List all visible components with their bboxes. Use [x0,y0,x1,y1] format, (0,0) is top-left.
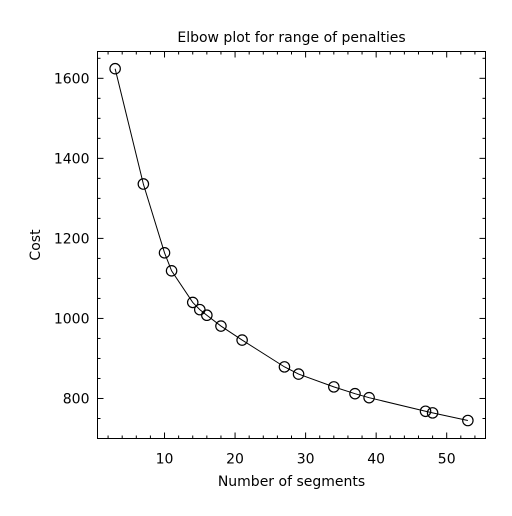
y-axis-label: Cost [28,229,44,261]
y-tick-label: 1400 [54,151,90,167]
plot-layer [109,62,474,427]
series-line [114,68,468,421]
data-point [165,265,178,277]
data-point [201,309,213,322]
data-point [426,407,439,419]
x-tick-label: 10 [156,452,174,468]
y-tick-label: 1000 [54,311,90,327]
data-point [137,178,150,190]
y-tick-label: 1600 [54,71,90,87]
data-point [109,62,121,75]
chart-title: Elbow plot for range of penalties [177,30,405,46]
data-point [236,334,248,346]
data-point [186,296,199,309]
plot-frame [97,51,486,439]
data-point [349,387,361,400]
x-tick-label: 40 [367,452,385,468]
data-point [462,414,474,427]
y-tick-label: 1200 [54,231,90,247]
data-point [278,361,291,373]
data-point [292,368,305,380]
data-point [363,391,375,404]
x-tick-label: 50 [438,452,456,468]
data-point [158,247,171,259]
x-tick-label: 30 [297,452,315,468]
x-axis-label: Number of segments [218,474,365,490]
data-point [215,320,227,332]
data-point [193,303,206,316]
x-tick-label: 20 [226,452,244,468]
data-point [328,381,340,393]
data-point [419,405,432,418]
y-tick-label: 800 [63,391,90,407]
axis-ticks: 10 20 30 40 50 800 1000 1200 1400 1600 [54,51,486,468]
